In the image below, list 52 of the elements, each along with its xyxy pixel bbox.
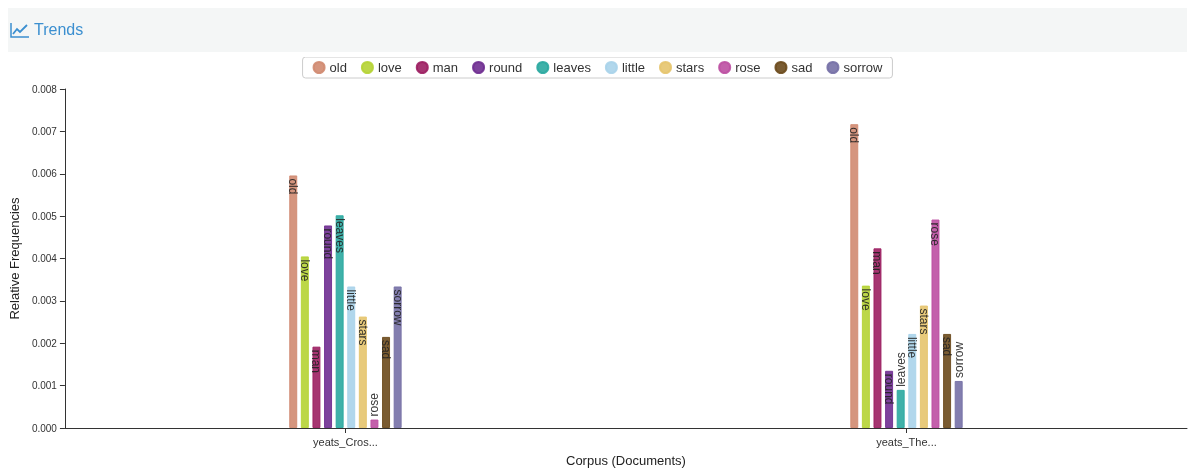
legend-label: man: [432, 60, 459, 75]
legend-label: little: [621, 60, 646, 75]
y-tick-label: 0.004: [31, 253, 58, 264]
legend-label: old: [329, 60, 347, 75]
legend-label: rose: [735, 60, 761, 75]
y-tick-label: 0.002: [31, 337, 58, 349]
y-axis-title: Relative Frequencies: [7, 196, 22, 320]
bar: [324, 225, 333, 428]
bar: [300, 256, 309, 428]
y-tick-label: 0.005: [31, 210, 58, 222]
text: sad: [379, 339, 394, 360]
text: rose: [928, 222, 943, 246]
x-tick-label: yeats_Cros...: [313, 435, 378, 448]
text: old: [847, 127, 862, 144]
bar: [896, 389, 905, 428]
bar: [289, 175, 298, 428]
bar: [931, 219, 940, 428]
text: stars: [355, 319, 370, 346]
text: man: [870, 251, 885, 275]
bar: [861, 285, 870, 428]
y-tick-label: 0.007: [31, 125, 58, 137]
legend-label: love: [377, 60, 402, 75]
text: love: [297, 259, 312, 282]
y-tick-label: 0.006: [31, 168, 58, 180]
bar: [312, 346, 321, 428]
x-tick-label: yeats_The...: [876, 435, 937, 448]
x-axis-title: Corpus (Documents): [565, 453, 686, 468]
bar: [347, 286, 356, 428]
chart-title: Trends: [34, 21, 84, 39]
bar: [873, 248, 882, 428]
text: man: [309, 349, 324, 373]
text: rose: [367, 393, 382, 417]
text: little: [905, 336, 920, 359]
text: love: [858, 288, 873, 311]
bar: [335, 215, 344, 428]
text: sorrow: [390, 289, 405, 326]
bar: [850, 124, 859, 428]
text: old: [286, 178, 301, 195]
legend-label: leaves: [553, 60, 592, 75]
legend-label: stars: [676, 60, 705, 75]
text: little: [344, 289, 359, 311]
legend-label: round: [489, 60, 523, 75]
legend-label: sad: [791, 60, 813, 75]
y-tick-label: 0.003: [31, 295, 58, 307]
y-tick-label: 0.000: [31, 422, 58, 434]
legend-label: sorrow: [843, 60, 884, 75]
y-tick-label: 0.008: [31, 83, 58, 95]
text: stars: [916, 308, 931, 335]
bar: [954, 380, 963, 428]
y-tick-label: 0.001: [31, 380, 58, 392]
bar: [370, 419, 379, 428]
bar: [393, 286, 402, 428]
